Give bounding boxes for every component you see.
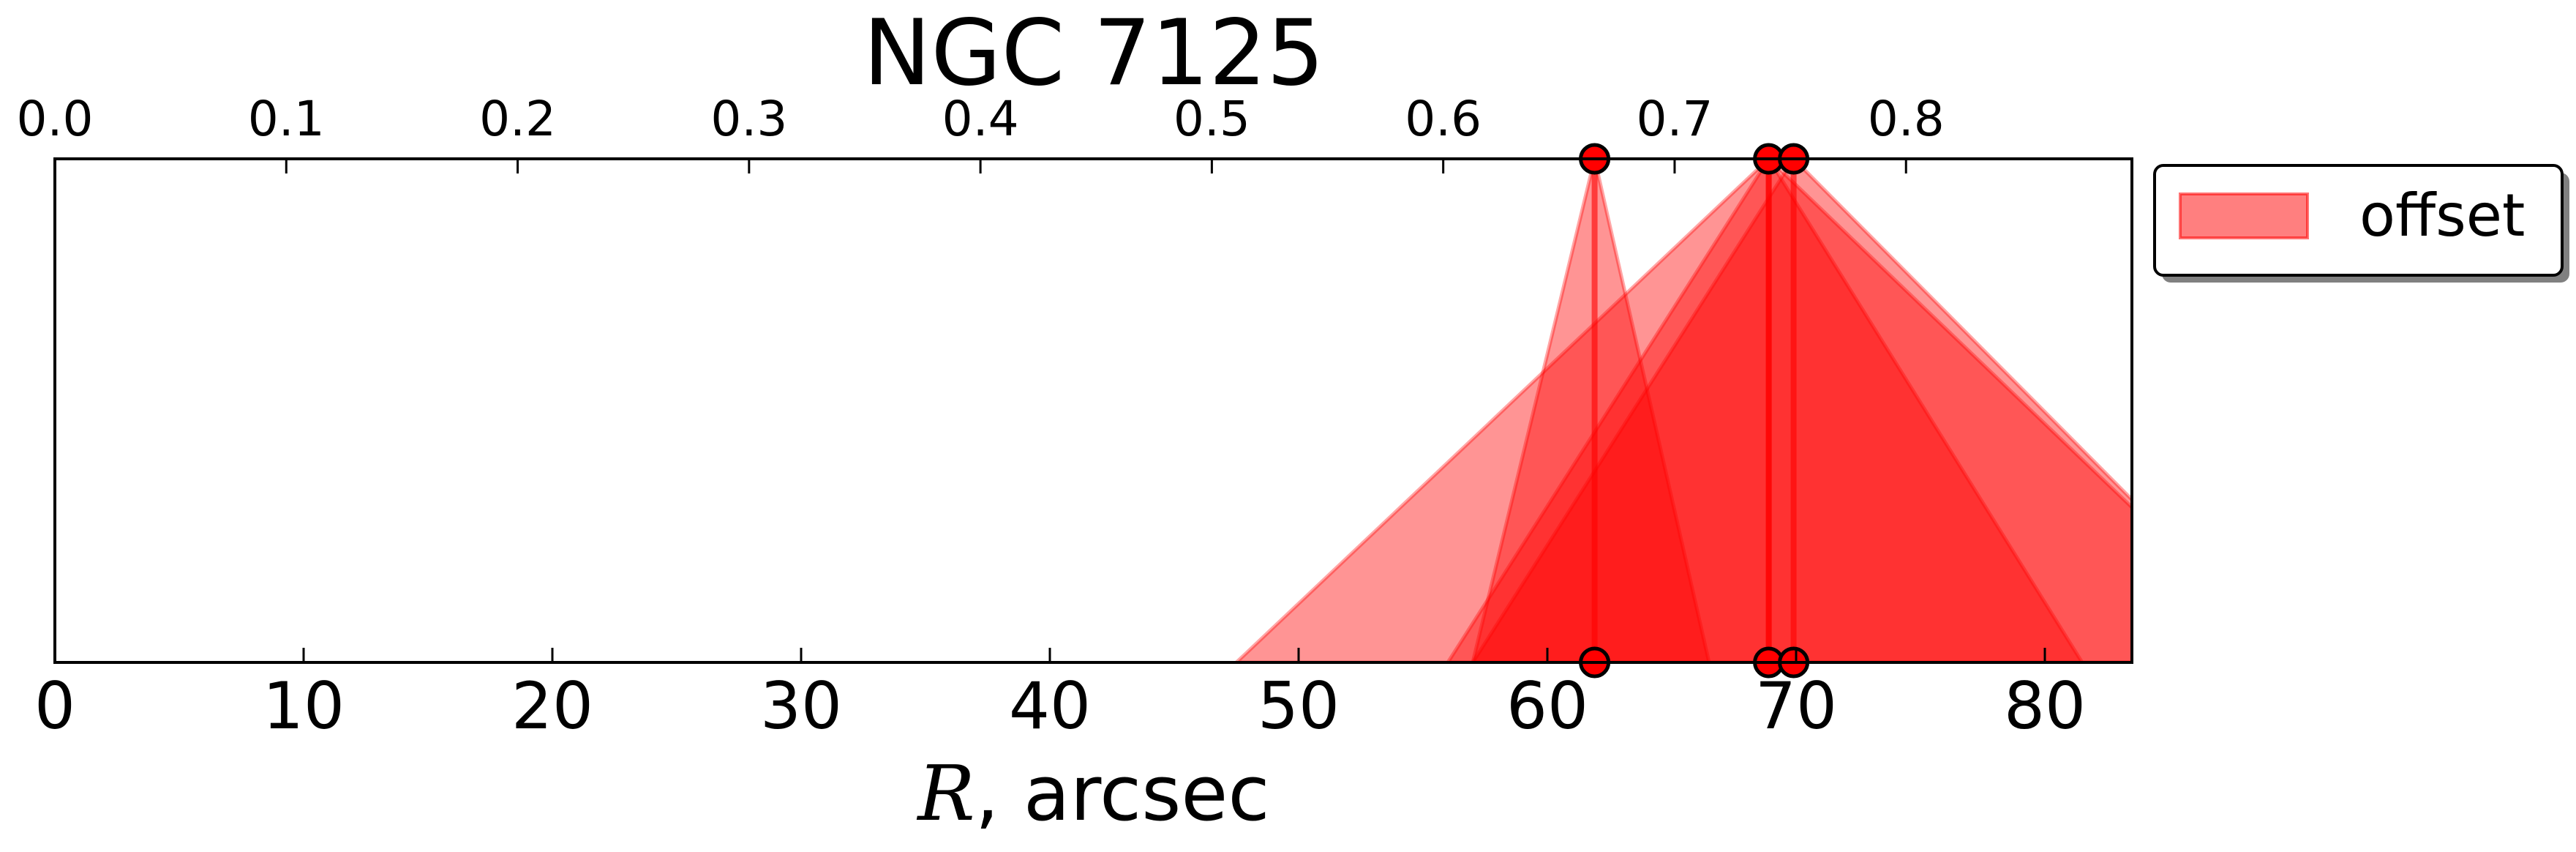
top-tick-label-6: 0.6 bbox=[1405, 91, 1482, 147]
x-axis-bottom: 0 10 20 30 40 50 60 70 80 bbox=[34, 648, 2086, 744]
x-axis-label-unit: , arcsec bbox=[975, 749, 1270, 838]
legend-swatch bbox=[2179, 193, 2309, 239]
top-tick-label-3: 0.3 bbox=[710, 91, 787, 147]
series-layer bbox=[1233, 159, 2132, 662]
legend-label-offset: offset bbox=[2359, 182, 2525, 250]
x-tick-label-5: 50 bbox=[1258, 668, 1340, 744]
x-axis-label: R, arcsec bbox=[916, 749, 1269, 838]
top-tick-label-2: 0.2 bbox=[479, 91, 556, 147]
series-triangle-1 bbox=[1233, 159, 2132, 662]
x-tick-label-4: 40 bbox=[1009, 668, 1091, 744]
top-tick-label-1: 0.1 bbox=[248, 91, 325, 147]
x-axis-top: 0.0 0.1 0.2 0.3 0.4 0.5 0.6 0.7 0.8 bbox=[17, 91, 1945, 173]
top-tick-label-0: 0.0 bbox=[17, 91, 94, 147]
top-tick-label-4: 0.4 bbox=[942, 91, 1019, 147]
series-triangle-2 bbox=[1446, 159, 2084, 662]
legend: offset bbox=[2153, 164, 2569, 283]
x-tick-label-0: 0 bbox=[34, 668, 75, 744]
x-tick-label-8: 80 bbox=[2004, 668, 2086, 744]
x-tick-label-1: 10 bbox=[263, 668, 345, 744]
series-triangle-0 bbox=[1471, 159, 1711, 662]
x-axis-label-symbol: R bbox=[916, 749, 975, 838]
x-tick-label-7: 70 bbox=[1755, 668, 1837, 744]
x-tick-label-3: 30 bbox=[760, 668, 842, 744]
series-triangle-3 bbox=[1471, 159, 2132, 662]
plot-frame bbox=[53, 157, 2133, 664]
chart-title: NGC 7125 bbox=[863, 1, 1324, 106]
x-tick-label-6: 60 bbox=[1506, 668, 1588, 744]
top-tick-label-8: 0.8 bbox=[1868, 91, 1945, 147]
top-tick-label-5: 0.5 bbox=[1174, 91, 1250, 147]
top-tick-label-7: 0.7 bbox=[1636, 91, 1713, 147]
x-tick-label-2: 20 bbox=[511, 668, 593, 744]
